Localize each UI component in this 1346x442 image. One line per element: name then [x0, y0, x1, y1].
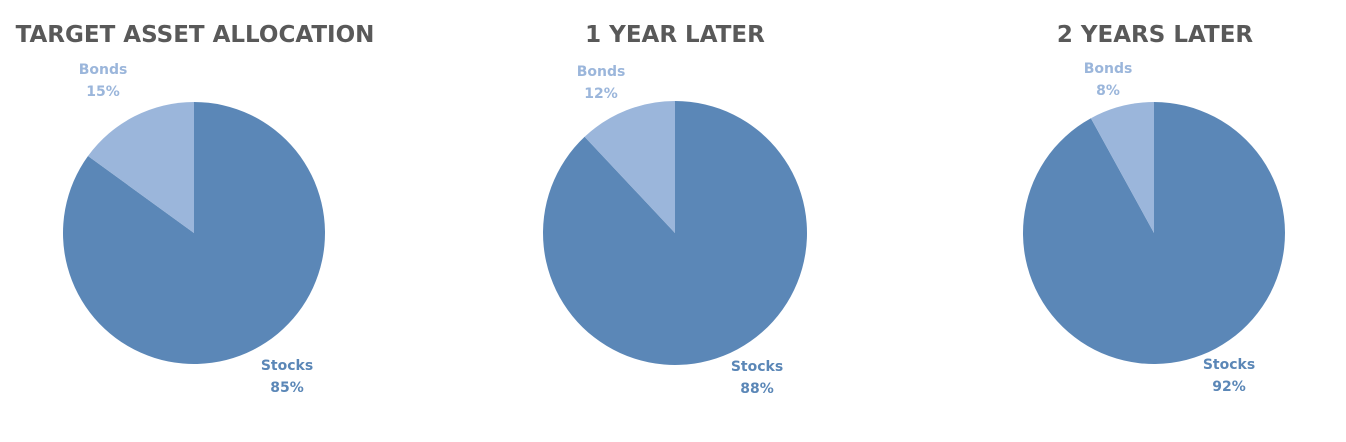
slice-value-label: 8% [1096, 83, 1120, 99]
slice-label-bonds: Bonds 12% [577, 64, 626, 102]
pie-svg: Stocks 85% Bonds 15% [63, 62, 326, 396]
pie-chart-target-allocation: TARGET ASSET ALLOCATION Stocks 85% Bonds 15… [0, 0, 390, 442]
slice-value-label: 15% [86, 84, 120, 100]
slice-category-label: Stocks [261, 358, 313, 374]
slice-value-label: 92% [1212, 379, 1246, 395]
pie-slice-bonds [1090, 102, 1154, 233]
pie-svg: Stocks 92% Bonds 8% [1022, 61, 1285, 395]
slice-label-stocks: Stocks 92% [1203, 357, 1255, 395]
pie-slice-stocks [1022, 102, 1285, 364]
slice-label-stocks: Stocks 85% [261, 358, 313, 396]
slice-category-label: Bonds [1084, 61, 1133, 77]
pie-slice-bonds [88, 102, 194, 233]
pie-chart-1-year-later: 1 YEAR LATER Stocks 88% Bonds 12% [480, 0, 870, 442]
pie-svg: Stocks 88% Bonds 12% [543, 64, 808, 397]
slice-category-label: Stocks [731, 359, 783, 375]
pie-slice-stocks [63, 102, 326, 365]
pie-slice-bonds [584, 101, 675, 233]
chart-title: 1 YEAR LATER [585, 22, 765, 48]
pie-chart-2-years-later: 2 YEARS LATER Stocks 92% Bonds 8% [960, 0, 1346, 442]
slice-category-label: Bonds [577, 64, 626, 80]
pie-slice-stocks [543, 101, 808, 365]
slice-category-label: Stocks [1203, 357, 1255, 373]
chart-title: 2 YEARS LATER [1056, 22, 1254, 48]
slice-value-label: 88% [740, 381, 774, 397]
slice-category-label: Bonds [79, 62, 128, 78]
chart-title: TARGET ASSET ALLOCATION [15, 22, 375, 48]
slice-value-label: 85% [270, 380, 304, 396]
slice-label-bonds: Bonds 8% [1084, 61, 1133, 99]
slice-label-stocks: Stocks 88% [731, 359, 783, 397]
slice-label-bonds: Bonds 15% [79, 62, 128, 100]
slice-value-label: 12% [584, 86, 618, 102]
